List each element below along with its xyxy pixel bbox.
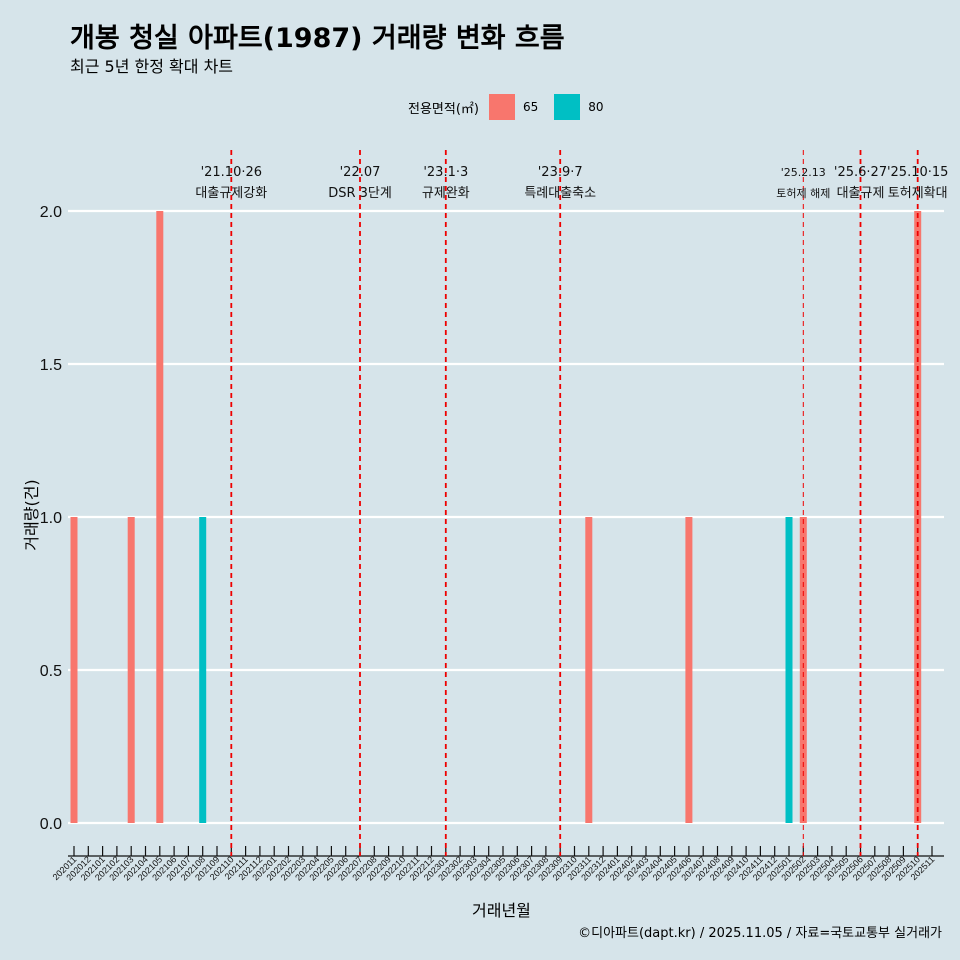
event-label: DSR 3단계 bbox=[328, 186, 392, 201]
event-date: '21.10·26 bbox=[201, 165, 262, 180]
y-axis-label: 거래량(건) bbox=[22, 479, 41, 551]
event-date: '23.9·7 bbox=[538, 165, 583, 180]
bar-65 bbox=[585, 517, 593, 823]
y-tick-label: 0.0 bbox=[40, 816, 62, 833]
event-date: '25.6·27 bbox=[834, 165, 887, 180]
legend: 전용면적(㎡) 65 80 bbox=[408, 92, 620, 122]
event-label: 규제완화 bbox=[422, 186, 470, 201]
event-date: '22.07 bbox=[340, 165, 381, 180]
event-date: '25.2.13 bbox=[781, 166, 826, 179]
bar-65 bbox=[685, 517, 693, 823]
event-date: '25.10·15 bbox=[887, 165, 948, 180]
event-date: '23.1·3 bbox=[423, 165, 468, 180]
bar-80 bbox=[785, 517, 793, 823]
x-axis-label: 거래년월 bbox=[472, 901, 531, 920]
chart-subtitle: 최근 5년 한정 확대 차트 bbox=[70, 57, 234, 76]
legend-label-65: 65 bbox=[522, 100, 539, 114]
legend-label-80: 80 bbox=[588, 100, 604, 114]
y-tick-label: 1.0 bbox=[40, 510, 62, 527]
bar-65 bbox=[799, 517, 807, 823]
source-caption: ©디아파트(dapt.kr) / 2025.11.05 / 자료=국토교통부 실… bbox=[578, 926, 942, 941]
event-label: 특례대출축소 bbox=[524, 186, 596, 201]
event-label: 토허제 해제 bbox=[776, 186, 830, 200]
bar-65 bbox=[70, 517, 78, 823]
bar-65 bbox=[914, 211, 922, 823]
legend-title: 전용면적(㎡) bbox=[408, 101, 479, 117]
event-label: 대출규제강화 bbox=[195, 186, 267, 201]
y-tick-label: 0.5 bbox=[40, 663, 62, 680]
legend-key-65 bbox=[488, 94, 515, 120]
bar-80 bbox=[199, 517, 207, 823]
event-label: 대출규제 bbox=[837, 186, 885, 201]
bar-65 bbox=[127, 517, 135, 823]
event-label: 토허제확대 bbox=[888, 186, 948, 201]
chart-title: 개봉 청실 아파트(1987) 거래량 변화 흐름 bbox=[70, 23, 565, 54]
legend-key-80 bbox=[554, 94, 581, 120]
y-tick-label: 2.0 bbox=[40, 204, 62, 221]
y-tick-label: 1.5 bbox=[40, 357, 62, 374]
bar-65 bbox=[156, 211, 164, 823]
